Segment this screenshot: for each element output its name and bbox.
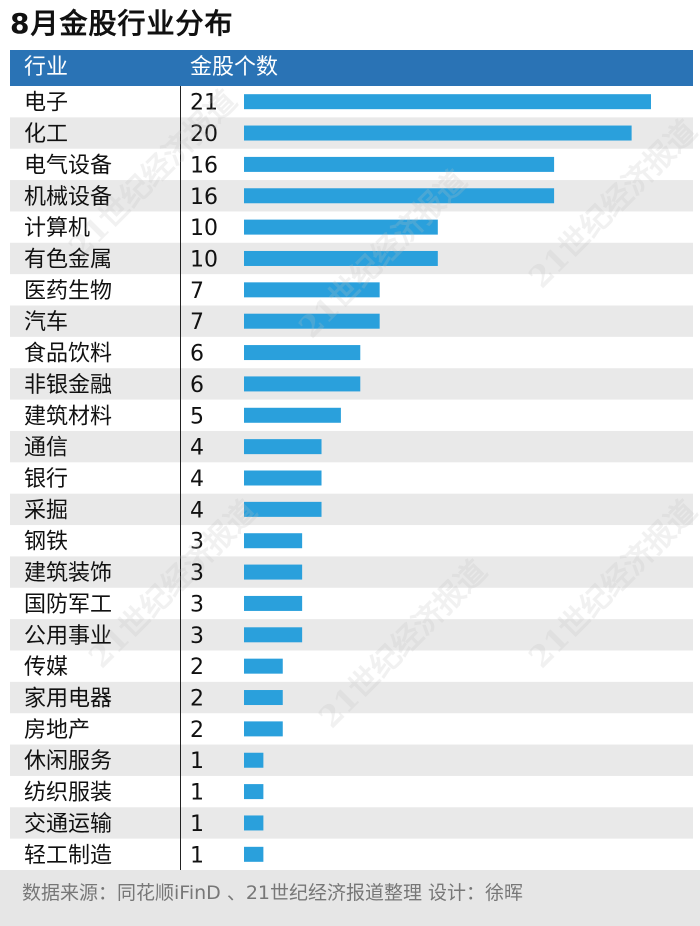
source-footer: 数据来源：同花顺iFinD 、21世纪经济报道整理 设计：徐晖 (0, 870, 700, 926)
category-label: 有色金属 (24, 247, 112, 272)
bar (244, 156, 555, 172)
table-header: 行业 金股个数 (10, 50, 693, 86)
category-label: 医药生物 (24, 279, 112, 304)
bar (244, 188, 555, 204)
value-label: 4 (190, 436, 204, 461)
bar (244, 94, 651, 110)
value-label: 1 (190, 812, 204, 837)
value-label: 20 (190, 122, 218, 147)
bar (244, 721, 283, 737)
bar (244, 439, 322, 455)
category-label: 电子 (24, 91, 68, 116)
value-label: 1 (190, 781, 204, 806)
value-label: 6 (190, 373, 204, 398)
header-count: 金股个数 (190, 55, 279, 80)
category-label: 钢铁 (24, 530, 68, 555)
row-stripe (10, 430, 693, 463)
value-label: 2 (190, 687, 204, 712)
bar (244, 815, 264, 831)
value-label: 21 (190, 91, 218, 116)
category-label: 轻工制造 (24, 843, 112, 868)
value-label: 3 (190, 624, 204, 649)
category-label: 房地产 (24, 718, 90, 743)
chart-title: 8月金股行业分布 (10, 7, 234, 40)
bar (244, 846, 264, 862)
value-label: 4 (190, 498, 204, 523)
source-text: 数据来源：同花顺iFinD 、21世纪经济报道整理 设计：徐晖 (22, 882, 524, 904)
bar (244, 564, 303, 580)
value-label: 7 (190, 279, 204, 304)
category-label: 公用事业 (24, 624, 112, 649)
row-stripe (10, 807, 693, 839)
category-label: 建筑材料 (24, 404, 112, 429)
category-label: 通信 (24, 436, 68, 461)
bar (244, 376, 361, 392)
category-label: 机械设备 (24, 185, 112, 210)
row-stripe (10, 744, 693, 776)
category-label: 国防军工 (24, 592, 112, 617)
bar (244, 690, 283, 706)
row-stripe (10, 619, 693, 651)
bar (244, 125, 632, 141)
bar (244, 313, 380, 329)
value-label: 2 (190, 718, 204, 743)
category-label: 建筑装饰 (24, 561, 112, 586)
chart-table: 行业 金股个数 电子 21 化工 20 电气设备 16 机械设备 16 计算机 10 有色金属 10 医… (10, 50, 693, 870)
bar (244, 752, 264, 768)
category-label: 交通运输 (24, 812, 112, 837)
row-stripe (10, 681, 693, 714)
value-label: 3 (190, 592, 204, 617)
bar (244, 219, 438, 235)
value-label: 1 (190, 843, 204, 868)
value-label: 16 (190, 185, 218, 210)
value-label: 10 (190, 216, 218, 241)
value-label: 16 (190, 153, 218, 178)
value-label: 5 (190, 404, 204, 429)
bar (244, 658, 283, 674)
value-label: 6 (190, 342, 204, 367)
category-label: 非银金融 (24, 373, 112, 398)
bar (244, 345, 361, 361)
category-label: 休闲服务 (24, 749, 112, 774)
bar (244, 784, 264, 800)
bar (244, 250, 438, 266)
bar (244, 627, 303, 643)
category-label: 化工 (24, 122, 68, 147)
value-label: 10 (190, 247, 218, 272)
bar (244, 501, 322, 517)
bar (244, 407, 341, 423)
header-industry: 行业 (24, 55, 69, 80)
bar (244, 282, 380, 298)
value-label: 7 (190, 310, 204, 335)
bar (244, 533, 303, 549)
category-label: 计算机 (24, 216, 90, 241)
column-divider (180, 86, 181, 870)
value-label: 4 (190, 467, 204, 492)
category-label: 电气设备 (24, 153, 112, 178)
row-stripe (10, 493, 693, 526)
category-label: 银行 (24, 467, 68, 492)
bar (244, 470, 322, 486)
value-label: 3 (190, 530, 204, 555)
category-label: 纺织服装 (24, 781, 112, 806)
value-label: 3 (190, 561, 204, 586)
row-stripe (10, 556, 693, 588)
category-label: 汽车 (24, 310, 68, 335)
category-label: 传媒 (24, 655, 68, 680)
bar (244, 595, 303, 611)
value-label: 2 (190, 655, 204, 680)
category-label: 食品饮料 (24, 342, 112, 367)
category-label: 采掘 (24, 498, 68, 523)
value-label: 1 (190, 749, 204, 774)
category-label: 家用电器 (24, 687, 112, 712)
